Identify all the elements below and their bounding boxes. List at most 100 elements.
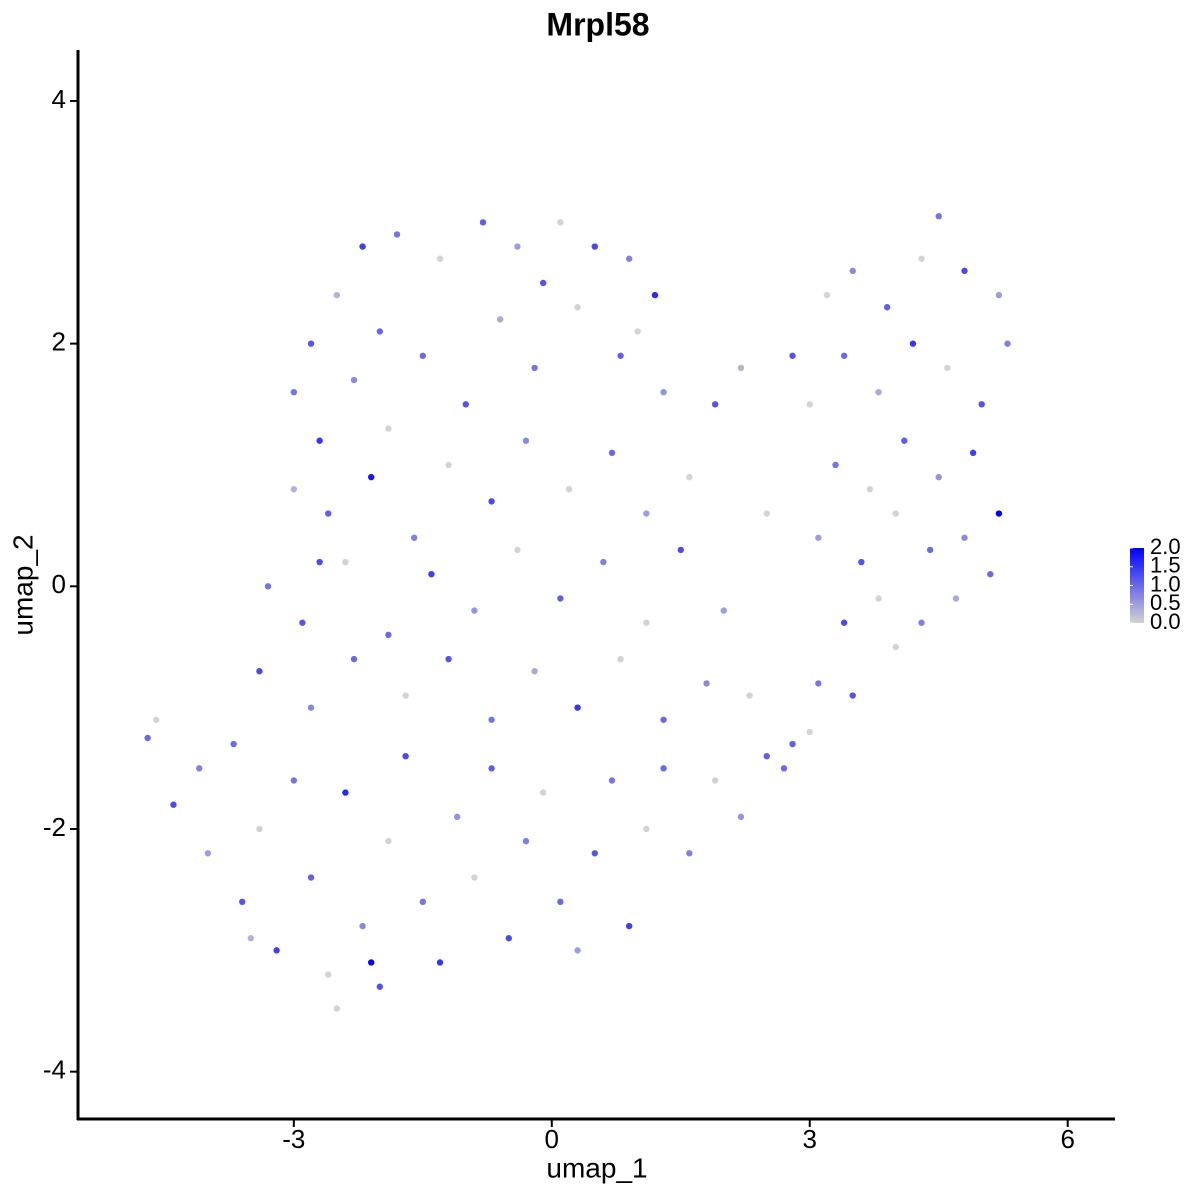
point [230, 740, 237, 748]
point [918, 619, 925, 626]
x-tick-label: 6 [1060, 1124, 1074, 1154]
x-tick-label: -3 [282, 1124, 305, 1154]
point [557, 898, 564, 906]
point [686, 850, 693, 857]
point [445, 461, 452, 469]
point [557, 219, 564, 226]
point [866, 486, 874, 493]
point [806, 728, 813, 736]
point [342, 789, 349, 796]
point [875, 388, 882, 396]
point [926, 546, 934, 554]
y-tick-label: 0 [52, 569, 66, 599]
point [574, 947, 581, 954]
point [196, 765, 203, 772]
point [290, 486, 298, 493]
point [514, 243, 521, 250]
point [978, 401, 985, 408]
point [737, 813, 745, 821]
point [539, 789, 547, 796]
y-tick-label: -4 [43, 1055, 66, 1085]
point [290, 388, 298, 396]
point [531, 668, 538, 675]
point [359, 922, 366, 930]
point [419, 898, 427, 906]
point [617, 655, 624, 663]
point [961, 534, 968, 541]
y-tick-label: 2 [52, 327, 66, 357]
point [290, 777, 298, 784]
point [531, 364, 538, 372]
point [471, 874, 478, 881]
point [514, 546, 521, 554]
point [600, 558, 607, 566]
point [617, 352, 624, 359]
point [815, 680, 822, 687]
point [402, 692, 409, 699]
point [496, 316, 504, 323]
point [368, 473, 375, 481]
point [849, 692, 856, 699]
point [892, 510, 899, 517]
colorbar-label: 0.5 [1150, 590, 1181, 615]
point [454, 813, 461, 821]
point [325, 971, 332, 978]
y-tick-label: -2 [43, 812, 66, 842]
colorbar-label: 2.0 [1150, 534, 1181, 559]
point [608, 777, 616, 784]
point [686, 473, 693, 481]
point [368, 959, 375, 966]
y-axis-title: umap_2 [7, 534, 38, 635]
point [901, 437, 908, 444]
point [969, 449, 977, 457]
point [385, 837, 392, 845]
point [307, 704, 315, 711]
point [995, 510, 1003, 517]
point [488, 765, 495, 772]
point [918, 255, 925, 262]
point [823, 291, 831, 299]
point [660, 765, 667, 772]
point [479, 219, 487, 226]
point [643, 510, 650, 517]
point [144, 734, 151, 742]
point [961, 267, 968, 275]
colorbar-label: 0.0 [1150, 609, 1181, 634]
point [316, 558, 323, 566]
point [625, 922, 633, 930]
colorbar [1130, 548, 1144, 623]
point [557, 595, 564, 602]
point [419, 352, 427, 359]
point [875, 595, 882, 602]
point [591, 243, 598, 250]
point [703, 680, 710, 687]
point [660, 716, 667, 723]
point [634, 328, 641, 335]
point [307, 874, 315, 881]
point [204, 850, 212, 857]
point [565, 486, 573, 493]
colorbar-label: 1.5 [1150, 553, 1181, 578]
x-tick-label: 0 [545, 1124, 559, 1154]
point [316, 437, 323, 444]
point [720, 607, 727, 614]
point [574, 304, 581, 311]
point [333, 1005, 341, 1012]
point [471, 607, 478, 614]
points [144, 213, 1011, 1012]
point [1004, 340, 1011, 347]
point [643, 825, 650, 833]
y-tick-label: 4 [52, 84, 66, 114]
point [153, 716, 160, 723]
point [858, 558, 865, 566]
point [445, 655, 452, 663]
point [239, 898, 246, 906]
point [376, 983, 384, 990]
point [505, 935, 512, 942]
point [247, 935, 255, 942]
x-tick-label: 3 [803, 1124, 817, 1154]
point [385, 425, 392, 432]
point [763, 510, 770, 517]
point [436, 959, 444, 966]
